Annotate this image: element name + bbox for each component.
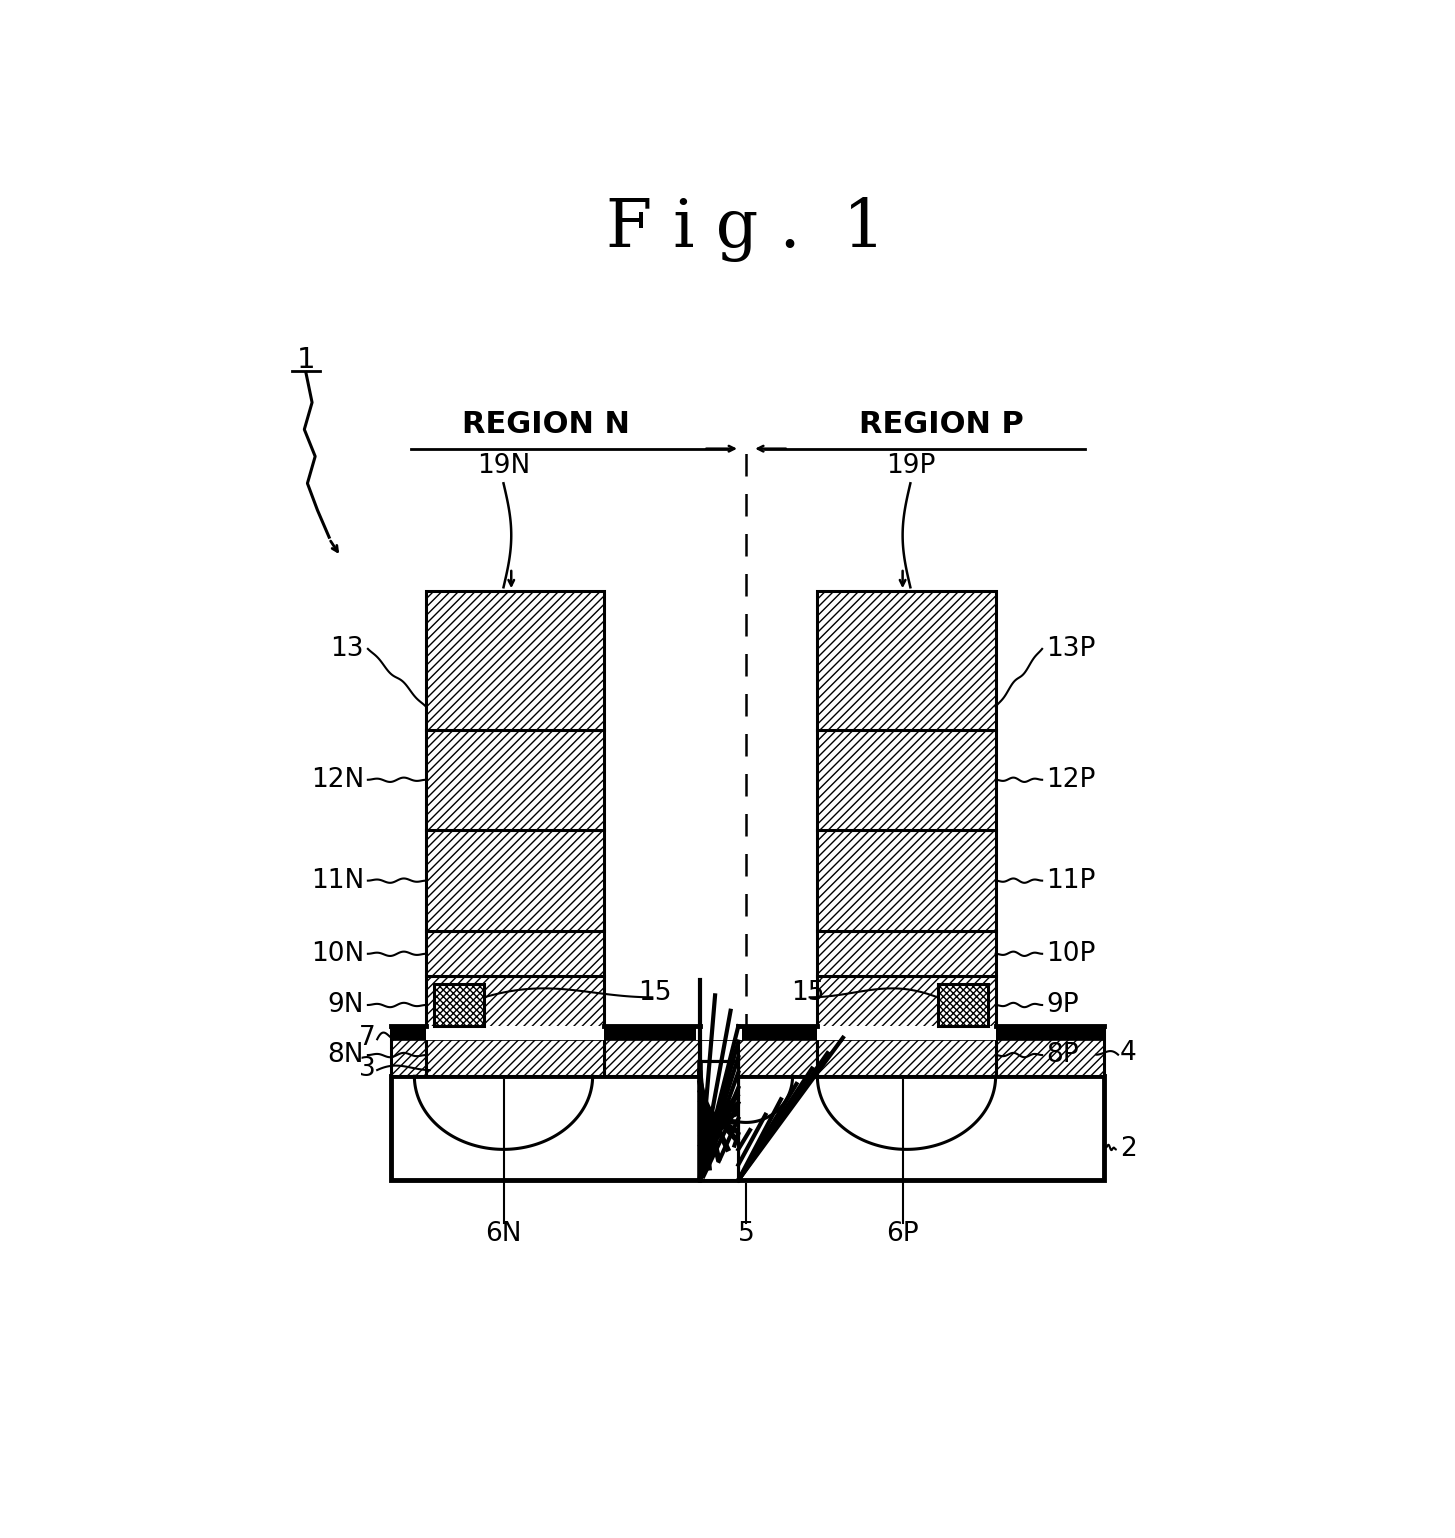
Bar	[426, 1034, 604, 1077]
Text: 2: 2	[1120, 1137, 1136, 1163]
Bar	[700, 1061, 738, 1180]
Text: 13: 13	[330, 635, 364, 661]
Bar	[426, 932, 604, 977]
Bar	[818, 591, 995, 729]
Text: 15: 15	[792, 980, 825, 1006]
Bar	[426, 591, 604, 729]
Text: 8P: 8P	[1046, 1043, 1078, 1067]
Text: 6P: 6P	[886, 1221, 920, 1247]
Text: 12P: 12P	[1046, 767, 1096, 792]
Bar	[818, 1026, 995, 1040]
Text: 11P: 11P	[1046, 867, 1096, 894]
Bar	[426, 831, 604, 932]
Bar	[818, 729, 995, 831]
Text: 7: 7	[359, 1024, 375, 1050]
Bar	[426, 977, 604, 1034]
Text: 5: 5	[738, 1221, 755, 1247]
Text: 10P: 10P	[1046, 941, 1096, 967]
Text: REGION P: REGION P	[858, 411, 1024, 440]
Text: REGION N: REGION N	[463, 411, 630, 440]
Bar	[426, 977, 604, 1034]
Bar	[995, 1026, 1104, 1077]
Bar	[818, 831, 995, 932]
Bar	[818, 977, 995, 1034]
Bar	[434, 984, 485, 1026]
Bar	[818, 1034, 995, 1077]
Text: 9P: 9P	[1046, 992, 1078, 1018]
Text: 8N: 8N	[327, 1043, 364, 1067]
Bar	[426, 1026, 604, 1040]
Bar	[937, 984, 988, 1026]
Text: 9N: 9N	[327, 992, 364, 1018]
Text: 3: 3	[359, 1055, 375, 1081]
Text: 19P: 19P	[886, 454, 936, 480]
Text: 6N: 6N	[486, 1221, 522, 1247]
Bar	[604, 1026, 700, 1077]
Bar	[434, 984, 485, 1026]
Bar	[818, 977, 995, 1034]
Text: 19N: 19N	[477, 454, 530, 480]
Text: 4: 4	[1120, 1040, 1136, 1066]
Bar	[700, 1061, 738, 1180]
Bar	[700, 1061, 738, 1180]
Bar	[738, 1026, 818, 1077]
Text: 10N: 10N	[311, 941, 364, 967]
Text: 15: 15	[637, 980, 671, 1006]
Text: F i g .  1: F i g . 1	[605, 197, 886, 261]
Bar	[391, 1026, 426, 1077]
Bar	[426, 591, 604, 729]
Bar	[818, 831, 995, 932]
Bar	[426, 932, 604, 977]
Bar	[695, 1026, 742, 1040]
Bar	[426, 729, 604, 831]
Text: 12N: 12N	[311, 767, 364, 792]
Text: 13P: 13P	[1046, 635, 1096, 661]
Bar	[818, 1034, 995, 1077]
Bar	[818, 932, 995, 977]
Bar	[700, 1061, 738, 1180]
Bar	[426, 1034, 604, 1077]
Text: 11N: 11N	[311, 867, 364, 894]
Bar	[391, 1026, 1104, 1040]
Bar	[426, 729, 604, 831]
Bar	[818, 729, 995, 831]
Bar	[426, 831, 604, 932]
Bar	[818, 591, 995, 729]
Bar	[937, 984, 988, 1026]
Bar	[391, 1077, 1104, 1180]
Bar	[818, 932, 995, 977]
Text: 1: 1	[297, 346, 316, 374]
